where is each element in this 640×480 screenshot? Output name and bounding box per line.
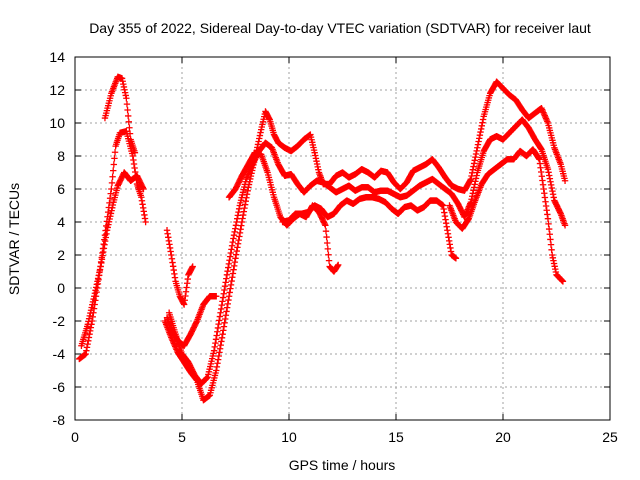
y-tick-label: 0: [57, 280, 65, 296]
y-tick-label: 6: [57, 181, 65, 197]
data-point: [108, 179, 116, 187]
y-axis-ticks: -8 -6 -4 -2 0 2 4 6 8 10 12 14: [49, 49, 610, 428]
data-point: [109, 173, 116, 180]
data-point: [335, 261, 342, 269]
data-point: [324, 239, 331, 247]
plot-frame: [74, 56, 611, 421]
series-sat-track-3: [101, 73, 139, 156]
data-point: [322, 227, 330, 235]
y-tick-label: 10: [49, 115, 65, 131]
data-point: [213, 293, 220, 300]
data-point: [323, 233, 330, 241]
data-point: [324, 245, 332, 253]
y-tick-label: 4: [57, 214, 65, 230]
y-tick-label: 2: [57, 247, 65, 263]
data-point: [126, 130, 134, 137]
data-point: [111, 149, 119, 156]
data-point: [124, 106, 131, 114]
y-tick-label: -2: [53, 313, 66, 329]
x-tick-label: 25: [602, 429, 618, 445]
gridlines: [75, 57, 610, 420]
y-tick-label: -8: [53, 412, 66, 428]
x-tick-label: 20: [495, 429, 511, 445]
x-tick-label: 10: [281, 429, 297, 445]
series-sat-track-9: [279, 194, 460, 262]
data-points: [76, 73, 569, 404]
series-sat-track-4: [161, 78, 569, 404]
data-point: [561, 222, 569, 229]
y-tick-label: 8: [57, 148, 65, 164]
y-axis-label: SDTVAR / TECUs: [6, 183, 22, 295]
data-point: [452, 255, 460, 262]
data-point: [142, 218, 149, 226]
series-sat-track-6: [163, 227, 196, 308]
series-sat-track-2: [78, 169, 147, 349]
data-point: [108, 185, 115, 193]
data-point: [322, 222, 329, 229]
x-tick-label: 15: [388, 429, 404, 445]
data-point: [111, 155, 118, 162]
chart-title: Day 355 of 2022, Sidereal Day-to-day VTE…: [89, 20, 591, 36]
series-sat-track-10: [446, 146, 567, 285]
y-tick-label: -4: [53, 346, 66, 362]
x-tick-label: 0: [71, 429, 79, 445]
data-point: [140, 185, 147, 193]
data-point: [123, 100, 131, 108]
data-point: [126, 124, 133, 131]
data-point: [124, 112, 132, 120]
data-point: [561, 177, 569, 184]
data-point: [325, 251, 332, 258]
data-point: [110, 167, 117, 174]
series-sat-track-7: [163, 293, 220, 349]
x-axis-ticks: 0 5 10 15 20 25: [71, 57, 618, 445]
data-point: [125, 118, 133, 126]
data-point: [110, 161, 118, 168]
data-point: [131, 149, 139, 156]
x-tick-label: 5: [178, 429, 186, 445]
data-point: [123, 95, 130, 102]
y-tick-label: -6: [53, 379, 66, 395]
data-point: [325, 257, 333, 264]
data-point: [559, 278, 567, 285]
data-point: [189, 263, 196, 270]
y-tick-label: 14: [49, 49, 65, 65]
x-axis-label: GPS time / hours: [289, 457, 396, 473]
y-tick-label: 12: [49, 82, 65, 98]
